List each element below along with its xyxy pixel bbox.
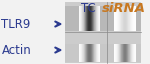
Bar xyxy=(98,44,99,62)
Bar xyxy=(115,6,116,31)
Bar xyxy=(130,6,131,31)
Bar xyxy=(129,44,130,62)
Bar xyxy=(88,6,89,31)
Bar xyxy=(87,44,88,62)
Bar xyxy=(97,6,98,31)
Bar xyxy=(130,44,131,62)
Bar xyxy=(84,6,85,31)
Bar xyxy=(127,44,128,62)
Bar xyxy=(91,44,92,62)
Bar xyxy=(81,6,82,31)
Bar xyxy=(121,6,122,31)
Bar xyxy=(96,6,97,31)
Bar xyxy=(132,44,133,62)
Bar xyxy=(118,44,119,62)
Bar xyxy=(82,6,83,31)
Bar xyxy=(119,44,120,62)
Bar xyxy=(86,44,87,62)
Bar xyxy=(87,6,88,31)
Text: TC: TC xyxy=(81,2,96,15)
Text: TLR9: TLR9 xyxy=(2,18,31,31)
Bar xyxy=(115,44,116,62)
Bar xyxy=(114,6,115,31)
Bar xyxy=(92,44,93,62)
Bar xyxy=(131,44,132,62)
Bar xyxy=(134,6,135,31)
Bar xyxy=(88,44,89,62)
Bar xyxy=(82,44,83,62)
Bar xyxy=(92,6,93,31)
Bar xyxy=(122,6,123,31)
Bar xyxy=(65,44,141,62)
Bar xyxy=(119,6,120,31)
Bar xyxy=(80,44,81,62)
Bar xyxy=(122,44,123,62)
Bar xyxy=(125,6,126,31)
Bar xyxy=(114,44,115,62)
Bar xyxy=(96,44,97,62)
Bar xyxy=(94,44,95,62)
Bar xyxy=(85,6,86,31)
Bar xyxy=(65,6,141,31)
Bar xyxy=(94,6,95,31)
Bar xyxy=(123,44,124,62)
Bar xyxy=(98,6,99,31)
Bar xyxy=(133,6,134,31)
Bar xyxy=(84,44,85,62)
Bar xyxy=(97,44,98,62)
Bar xyxy=(124,6,125,31)
Bar xyxy=(89,6,90,31)
Bar xyxy=(127,6,128,31)
Bar xyxy=(80,6,81,31)
Bar xyxy=(79,44,80,62)
Bar xyxy=(93,44,94,62)
Bar xyxy=(83,6,84,31)
Bar xyxy=(117,6,118,31)
Bar xyxy=(126,44,127,62)
Bar xyxy=(132,6,133,31)
Bar xyxy=(79,6,80,31)
Bar xyxy=(93,6,94,31)
Bar xyxy=(135,44,136,62)
Bar xyxy=(120,44,121,62)
Bar xyxy=(123,6,124,31)
Bar xyxy=(116,6,117,31)
Bar xyxy=(95,44,96,62)
Bar xyxy=(65,2,141,63)
Bar xyxy=(90,6,91,31)
Bar xyxy=(126,6,127,31)
Bar xyxy=(135,6,136,31)
Bar xyxy=(99,6,100,31)
Bar xyxy=(120,6,121,31)
Bar xyxy=(128,44,129,62)
Text: Actin: Actin xyxy=(2,44,31,57)
Bar xyxy=(95,6,96,31)
Bar xyxy=(99,44,100,62)
Bar xyxy=(129,6,130,31)
Bar xyxy=(134,44,135,62)
Bar xyxy=(131,6,132,31)
Bar xyxy=(83,44,84,62)
Text: siRNA: siRNA xyxy=(102,2,146,15)
Bar xyxy=(121,44,122,62)
Bar xyxy=(85,44,86,62)
Bar xyxy=(86,6,87,31)
Bar xyxy=(118,6,119,31)
Bar xyxy=(91,6,92,31)
Bar xyxy=(116,44,117,62)
Bar xyxy=(133,44,134,62)
Bar xyxy=(128,6,129,31)
Bar xyxy=(90,44,91,62)
Bar xyxy=(124,44,125,62)
Bar xyxy=(117,44,118,62)
Bar xyxy=(81,44,82,62)
Bar xyxy=(89,44,90,62)
Bar xyxy=(125,44,126,62)
